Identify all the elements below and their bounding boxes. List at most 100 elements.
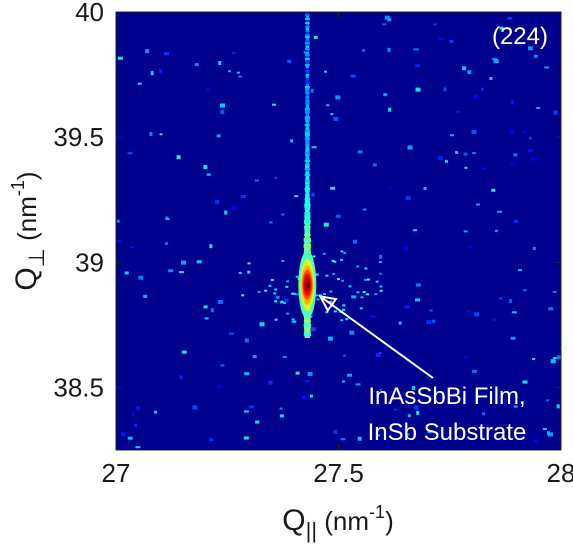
streak-segment: [303, 244, 311, 246]
noise-speck: [482, 412, 486, 416]
streak-segment: [305, 18, 310, 20]
noise-speck: [310, 394, 313, 398]
streak-segment: [304, 208, 311, 210]
streak-segment: [304, 118, 310, 120]
noise-speck: [548, 432, 553, 437]
noise-speck: [438, 37, 444, 40]
noise-speck: [340, 438, 346, 441]
noise-speck: [281, 213, 285, 216]
y-tick-label: 39: [75, 247, 104, 277]
noise-speck: [206, 88, 211, 91]
noise-speck: [449, 39, 454, 43]
noise-speck: [134, 424, 138, 427]
noise-speck: [268, 380, 273, 385]
x-axis-label-main: Q: [282, 504, 305, 537]
streak-segment: [305, 80, 310, 82]
streak-segment: [304, 152, 310, 154]
noise-speck: [232, 52, 236, 55]
noise-speck: [462, 66, 467, 71]
streak-segment: [305, 146, 310, 148]
diffuse-speck: [268, 284, 272, 287]
noise-speck: [509, 299, 513, 303]
streak-segment: [305, 154, 310, 156]
peak-contour: [305, 280, 310, 289]
streak-segment: [304, 42, 310, 44]
noise-speck: [130, 246, 134, 249]
streak-segment: [305, 38, 309, 40]
noise-speck: [326, 104, 330, 107]
streak-segment: [304, 112, 310, 114]
noise-speck: [472, 152, 476, 155]
noise-speck: [203, 305, 208, 309]
streak-segment: [305, 100, 310, 102]
streak-segment: [304, 206, 311, 208]
streak-segment: [305, 90, 310, 92]
noise-speck: [294, 195, 299, 198]
noise-speck: [530, 157, 536, 161]
streak-segment: [305, 68, 309, 70]
noise-speck: [387, 47, 391, 52]
streak-segment: [304, 58, 310, 60]
noise-speck: [165, 216, 169, 220]
streak-segment: [304, 198, 311, 200]
noise-speck: [159, 69, 163, 74]
streak-segment: [304, 82, 310, 84]
streak-segment: [305, 14, 310, 16]
noise-speck: [279, 407, 283, 410]
streak-segment: [304, 86, 310, 88]
noise-speck: [349, 330, 355, 335]
noise-speck: [375, 353, 381, 357]
diffuse-speck: [291, 292, 295, 295]
diffuse-speck: [315, 294, 319, 297]
noise-speck: [313, 35, 318, 39]
noise-speck: [415, 87, 421, 92]
streak-segment: [304, 214, 311, 216]
streak-segment: [304, 330, 311, 332]
noise-speck: [432, 319, 436, 323]
noise-speck: [355, 383, 361, 386]
noise-speck: [494, 229, 498, 232]
noise-speck: [394, 408, 398, 411]
noise-speck: [196, 260, 202, 264]
streak-segment: [305, 196, 310, 198]
streak-segment: [304, 134, 310, 136]
noise-speck: [135, 446, 141, 449]
diffuse-speck: [291, 320, 295, 323]
noise-speck: [546, 399, 550, 402]
streak-segment: [305, 64, 310, 66]
streak-segment: [305, 158, 310, 160]
streak-segment: [304, 138, 310, 140]
noise-speck: [492, 318, 497, 321]
noise-speck: [137, 82, 142, 85]
streak-segment: [305, 22, 310, 24]
x-axis-label-sub: ||: [306, 518, 317, 543]
noise-speck: [433, 23, 438, 26]
diffuse-speck: [360, 296, 364, 299]
noise-speck: [204, 317, 209, 320]
noise-speck: [464, 166, 468, 169]
noise-speck: [533, 54, 538, 58]
streak-segment: [304, 242, 311, 244]
streak-segment: [305, 142, 310, 144]
noise-speck: [143, 294, 148, 298]
noise-speck: [467, 70, 472, 75]
noise-speck: [471, 369, 477, 373]
noise-speck: [405, 196, 411, 201]
noise-speck: [179, 375, 183, 380]
diffuse-speck: [274, 300, 278, 303]
diffuse-speck: [343, 252, 347, 255]
streak-segment: [305, 72, 309, 74]
y-axis-label-unit-sup: -1: [8, 180, 28, 196]
noise-speck: [275, 295, 280, 299]
noise-speck: [194, 63, 199, 67]
noise-speck: [481, 167, 485, 170]
noise-speck: [255, 420, 260, 424]
streak-segment: [304, 212, 311, 214]
noise-speck: [489, 77, 493, 80]
streak-segment: [304, 222, 311, 224]
noise-speck: [536, 107, 541, 109]
noise-speck: [398, 321, 402, 325]
y-tick-label: 40: [75, 0, 104, 27]
streak-segment: [305, 44, 310, 46]
noise-speck: [240, 195, 246, 198]
